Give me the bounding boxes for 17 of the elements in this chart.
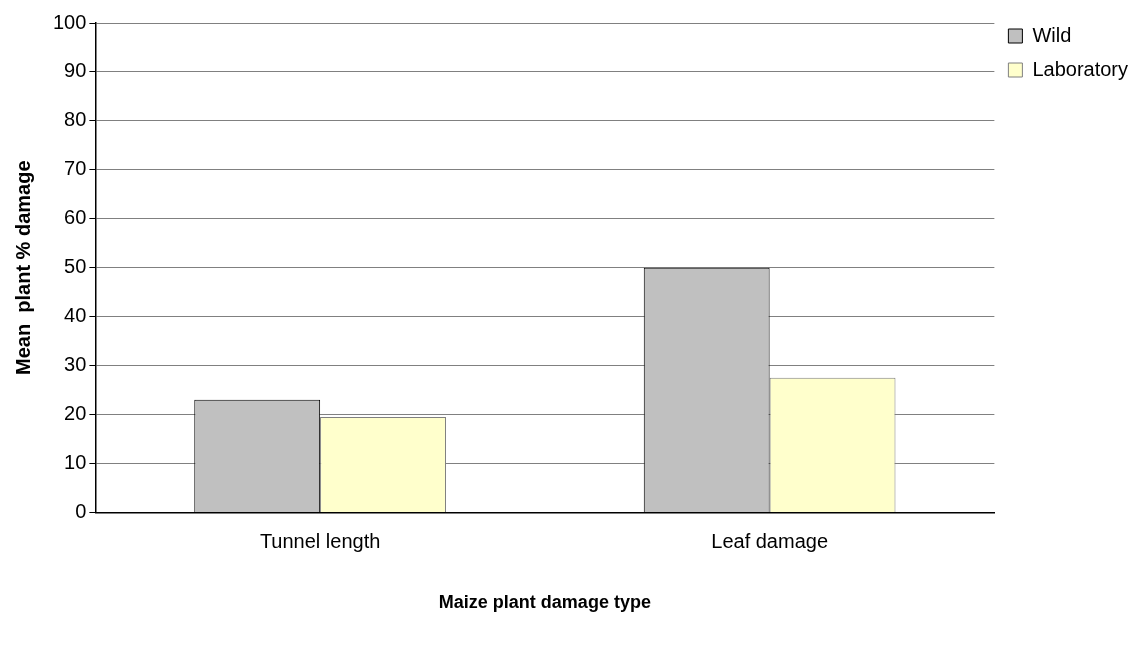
x-tick-label: Tunnel length — [259, 529, 381, 552]
y-tick-label: 0 — [75, 499, 87, 522]
legend-label: Laboratory — [1032, 57, 1129, 80]
x-tick-label: Leaf damage — [711, 529, 829, 552]
y-tick-label: 60 — [64, 206, 87, 229]
y-axis-title: Mean plant % damage — [11, 160, 34, 375]
y-tick-label: 80 — [64, 108, 87, 131]
y-tick-label: 100 — [52, 10, 87, 33]
y-tick-label: 90 — [64, 59, 87, 82]
y-tick-label: 40 — [64, 304, 87, 327]
y-tick-label: 30 — [64, 353, 87, 376]
legend-label: Wild — [1032, 23, 1072, 46]
x-axis-title: Maize plant damage type — [438, 592, 651, 613]
y-tick-label: 10 — [64, 450, 87, 473]
y-tick-label: 50 — [64, 255, 87, 278]
y-tick-label: 70 — [64, 157, 87, 180]
y-tick-label: 20 — [64, 402, 87, 425]
